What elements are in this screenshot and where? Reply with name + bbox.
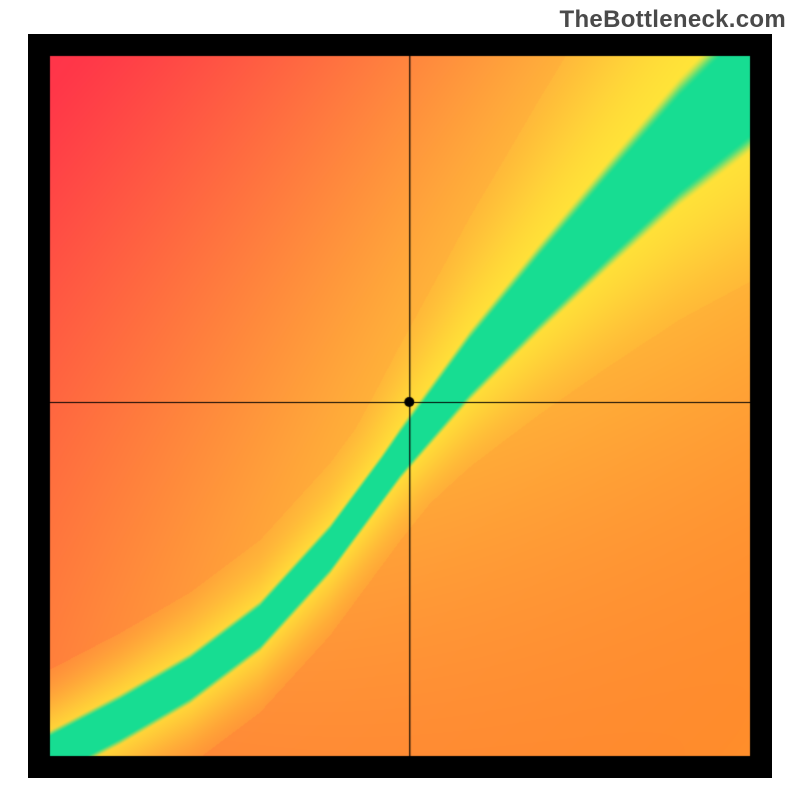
heatmap-plot	[28, 34, 772, 778]
heatmap-canvas	[28, 34, 772, 778]
watermark-text: TheBottleneck.com	[560, 6, 786, 34]
